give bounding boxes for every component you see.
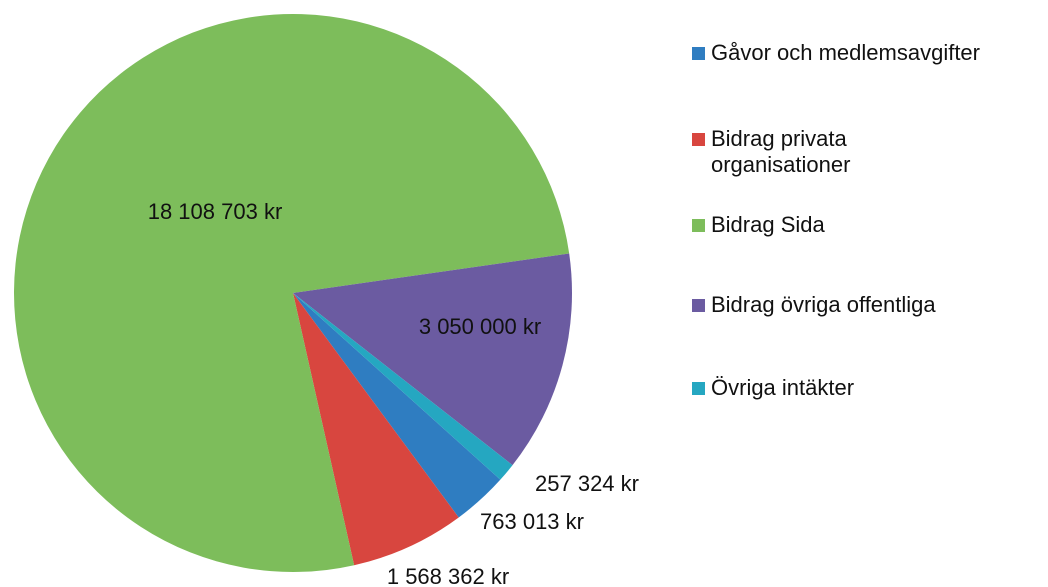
- legend-label: Bidrag Sida: [711, 212, 825, 237]
- legend-swatch: [692, 47, 705, 60]
- pie-slice: [293, 293, 513, 480]
- legend-item: Bidrag privata organisationer: [692, 126, 902, 178]
- data-label: 1 568 362 kr: [387, 564, 509, 587]
- legend-label: Övriga intäkter: [711, 375, 855, 400]
- legend-item: Övriga intäkter: [692, 375, 1042, 401]
- legend-swatch: [692, 219, 705, 232]
- data-label: 763 013 kr: [480, 509, 584, 534]
- data-label: 18 108 703 kr: [148, 199, 283, 224]
- pie-slice: [293, 293, 501, 518]
- legend-swatch: [692, 382, 705, 395]
- legend-swatch: [692, 299, 705, 312]
- pie-slice: [293, 253, 573, 466]
- data-label: 3 050 000 kr: [419, 314, 541, 339]
- legend-item: Gåvor och medlemsavgifter: [692, 40, 1042, 66]
- legend-swatch: [692, 133, 705, 146]
- pie-slice: [14, 14, 570, 573]
- legend-label: Bidrag övriga offentliga: [711, 292, 936, 317]
- legend-item: Bidrag övriga offentliga: [692, 292, 1042, 318]
- legend-label: Bidrag privata organisationer: [711, 126, 851, 177]
- legend-label: Gåvor och medlemsavgifter: [711, 40, 980, 65]
- data-label: 257 324 kr: [535, 471, 639, 496]
- legend-item: Bidrag Sida: [692, 212, 1042, 238]
- pie-slice: [293, 293, 459, 566]
